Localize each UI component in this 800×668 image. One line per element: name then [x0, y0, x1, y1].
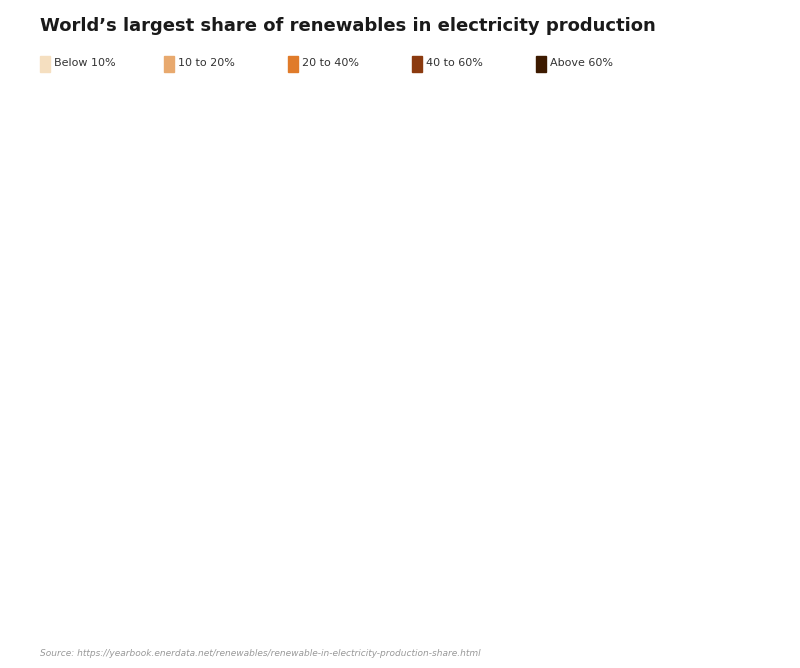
Text: Above 60%: Above 60%	[550, 59, 613, 68]
Text: 10 to 20%: 10 to 20%	[178, 59, 234, 68]
Text: Source: https://yearbook.enerdata.net/renewables/renewable-in-electricity-produc: Source: https://yearbook.enerdata.net/re…	[40, 649, 481, 658]
Text: 40 to 60%: 40 to 60%	[426, 59, 482, 68]
Text: 20 to 40%: 20 to 40%	[302, 59, 358, 68]
Text: World’s largest share of renewables in electricity production: World’s largest share of renewables in e…	[40, 17, 656, 35]
Text: Below 10%: Below 10%	[54, 59, 115, 68]
